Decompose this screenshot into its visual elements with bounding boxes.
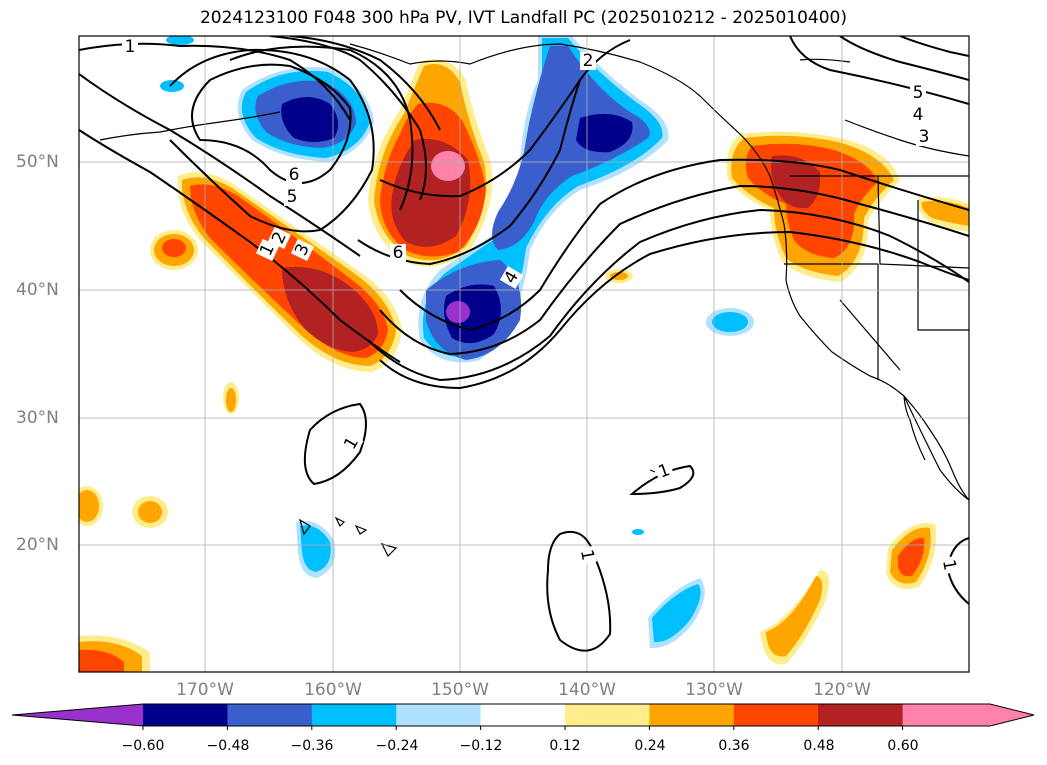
svg-text:6: 6 bbox=[393, 243, 404, 263]
colorbar-tick-label: 0.60 bbox=[887, 738, 919, 754]
contour-label: 1 bbox=[653, 460, 675, 483]
map-frame bbox=[78, 35, 970, 673]
colorbar-tick-label: 0.36 bbox=[718, 738, 750, 754]
colorbar-extend-min bbox=[12, 704, 143, 726]
contour-label: 1 bbox=[122, 37, 138, 57]
contour-label: 1 bbox=[255, 238, 280, 261]
contour-label: 3 bbox=[916, 127, 932, 147]
contour-label: 5 bbox=[284, 187, 300, 207]
svg-text:1: 1 bbox=[938, 558, 960, 572]
svg-text:4: 4 bbox=[913, 105, 924, 125]
contour-label: 2 bbox=[267, 226, 292, 249]
colorbar-segment bbox=[649, 704, 735, 726]
map-title: 2024123100 F048 300 hPa PV, IVT Landfall… bbox=[199, 8, 847, 28]
svg-text:1: 1 bbox=[125, 37, 136, 57]
lon-label: 120°W bbox=[813, 680, 871, 700]
colorbar-tick-label: 0.48 bbox=[803, 738, 835, 754]
colorbar-tick-label: −0.12 bbox=[459, 738, 503, 754]
coastlines bbox=[99, 43, 969, 558]
contour-label: 5 bbox=[910, 83, 926, 103]
graticule bbox=[79, 36, 969, 672]
contour-label: 4 bbox=[910, 105, 926, 125]
contour-label: 1 bbox=[339, 432, 364, 455]
colorbar-segment bbox=[480, 704, 566, 726]
lon-label: 170°W bbox=[176, 680, 234, 700]
colorbar-tick-label: −0.36 bbox=[290, 738, 334, 754]
lon-label: 160°W bbox=[304, 680, 362, 700]
svg-text:5: 5 bbox=[287, 187, 298, 207]
colorbar-tick-label: −0.48 bbox=[206, 738, 250, 754]
contour-label: 6 bbox=[286, 165, 302, 185]
contour-labels: 1 2 6 5 1 2 3 6 4 5 4 3 1 1 1 1 bbox=[122, 37, 960, 575]
colorbar-segment bbox=[227, 704, 313, 726]
colorbar-segment bbox=[818, 704, 904, 726]
colorbar-tick-label: −0.24 bbox=[375, 738, 419, 754]
colorbar-segment bbox=[902, 704, 990, 726]
colorbar-segment bbox=[396, 704, 482, 726]
svg-text:6: 6 bbox=[289, 165, 300, 185]
lon-label: 150°W bbox=[431, 680, 489, 700]
colorbar-segment bbox=[143, 704, 228, 726]
lon-label: 130°W bbox=[685, 680, 743, 700]
contour-label: 2 bbox=[580, 51, 596, 71]
svg-text:3: 3 bbox=[919, 127, 930, 147]
colorbar-segment bbox=[733, 704, 819, 726]
lon-label: 140°W bbox=[558, 680, 616, 700]
colorbar-segment bbox=[311, 704, 397, 726]
contour-label: 6 bbox=[390, 243, 406, 263]
lat-label: 30°N bbox=[16, 408, 59, 428]
svg-text:5: 5 bbox=[913, 83, 924, 103]
lat-label: 40°N bbox=[16, 280, 59, 300]
colorbar-extend-max bbox=[990, 704, 1034, 726]
svg-text:2: 2 bbox=[583, 51, 594, 71]
pv-contours bbox=[79, 36, 969, 652]
colorbar-tick-label: −0.60 bbox=[121, 738, 165, 754]
colorbar-tick-label: 0.24 bbox=[634, 738, 666, 754]
contour-label: 4 bbox=[499, 266, 524, 289]
colorbar-tick-label: 0.12 bbox=[549, 738, 581, 754]
lat-label: 50°N bbox=[16, 152, 59, 172]
colorbar bbox=[11, 703, 1035, 730]
contour-label: 1 bbox=[938, 555, 960, 575]
svg-text:1: 1 bbox=[576, 548, 598, 562]
contour-label: 3 bbox=[290, 238, 315, 261]
colorbar-segment bbox=[565, 704, 650, 726]
contour-label: 1 bbox=[576, 545, 598, 565]
lat-label: 20°N bbox=[16, 535, 59, 555]
